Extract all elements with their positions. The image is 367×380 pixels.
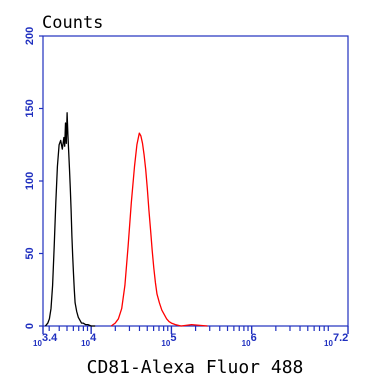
histogram-series xyxy=(44,112,208,327)
x-tick-exponent: 6 xyxy=(251,332,257,344)
y-tick-label: 50 xyxy=(24,247,36,259)
x-tick-base: 10 xyxy=(324,339,333,348)
y-tick-label: 200 xyxy=(24,27,36,45)
x-axis-label: CD81-Alexa Fluor 488 xyxy=(87,357,304,378)
y-tick-label: 150 xyxy=(24,99,36,117)
histogram-line-2 xyxy=(110,132,208,327)
x-tick-base: 10 xyxy=(81,339,90,348)
y-tick-label: 0 xyxy=(24,323,36,329)
x-tick-exponent: 7.2 xyxy=(333,332,348,344)
x-tick-base: 10 xyxy=(33,339,42,348)
x-tick-exponent: 5 xyxy=(170,332,176,344)
x-tick-base: 10 xyxy=(242,339,251,348)
histogram-line-1 xyxy=(44,112,96,327)
y-axis: 0 50 100 150 200 xyxy=(24,27,43,329)
x-tick-base: 10 xyxy=(161,339,170,348)
y-tick-label: 100 xyxy=(24,172,36,190)
x-tick-exponent: 4 xyxy=(90,332,97,344)
y-axis-label: Counts xyxy=(42,13,103,33)
plot-frame xyxy=(42,35,349,327)
x-axis: 10 3.4 10 4 10 5 10 6 10 7.2 xyxy=(33,326,349,348)
x-tick-exponent: 3.4 xyxy=(42,332,58,344)
